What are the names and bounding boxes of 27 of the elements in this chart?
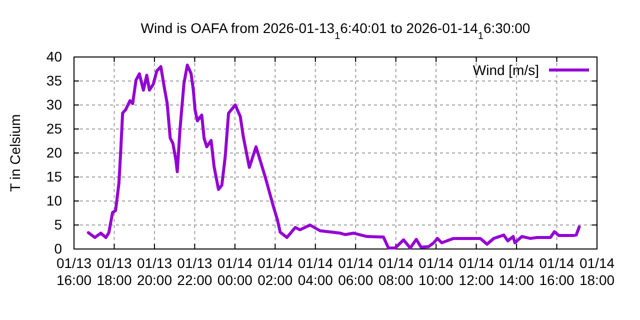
x-tick-label: 01/13 22:00 (177, 255, 212, 288)
x-tick-label: 01/14 04:00 (298, 255, 334, 288)
y-tick-label: 0 (54, 240, 62, 256)
x-tick-label: 01/14 12:00 (458, 255, 494, 288)
y-tick-label: 35 (46, 72, 62, 88)
y-tick-label: 5 (54, 216, 62, 232)
y-tick-label: 20 (46, 144, 62, 160)
y-tick-label: 25 (46, 120, 62, 136)
x-tick-label: 01/13 16:00 (56, 255, 92, 288)
chart-title: Wind is OAFA from 2026-01-13$_{1}$6:40:01 to 2026-01-14$_{1}$6:30:00 (140, 20, 530, 42)
x-tick-label: 01/14 16:00 (539, 255, 574, 288)
y-axis-title: T in Celsium (7, 114, 23, 192)
y-tick-label: 40 (46, 48, 62, 64)
x-tick-label: 01/13 18:00 (96, 255, 132, 288)
x-tick-label: 01/14 18:00 (579, 255, 615, 288)
y-tick-label: 10 (46, 192, 62, 208)
y-tick-label: 30 (46, 96, 62, 112)
x-tick-label: 01/14 06:00 (338, 255, 374, 288)
x-tick-label: 01/14 10:00 (418, 255, 454, 288)
legend-label: Wind [m/s] (472, 62, 539, 78)
x-tick-label: 01/14 08:00 (378, 255, 414, 288)
line-series (86, 64, 581, 250)
y-tick-label: 15 (46, 168, 62, 184)
x-tick-label: 01/14 02:00 (258, 255, 293, 288)
x-tick-label: 01/14 14:00 (499, 255, 534, 288)
x-tick-label: 01/13 20:00 (136, 255, 172, 288)
x-tick-label: 01/14 00:00 (217, 255, 253, 288)
